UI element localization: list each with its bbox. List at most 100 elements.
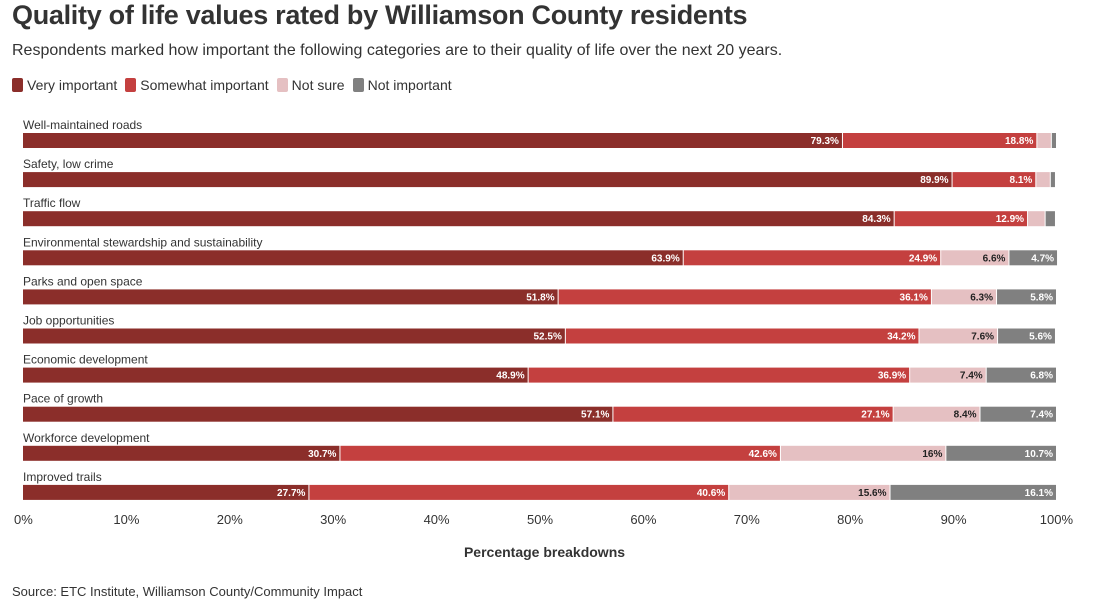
category-label-parks-and-open-space: Parks and open space (23, 274, 143, 288)
data-label-somewhat-important-economic-development: 36.9% (878, 371, 906, 382)
data-label-somewhat-important-traffic-flow: 12.9% (996, 214, 1024, 225)
bar-segment-not-important-traffic-flow (1045, 211, 1055, 227)
bar-segment-very-important-traffic-flow (23, 211, 894, 227)
data-label-somewhat-important-pace-of-growth: 27.1% (861, 410, 889, 421)
data-label-somewhat-important-safety-low-crime: 8.1% (1010, 175, 1033, 186)
bar-segment-not-sure-safety-low-crime (1036, 172, 1050, 188)
data-label-not-sure-environmental-stewardship-and-sustainability: 6.6% (983, 253, 1006, 264)
category-label-improved-trails: Improved trails (23, 470, 102, 484)
data-label-somewhat-important-well-maintained-roads: 18.8% (1005, 136, 1033, 147)
data-label-not-important-improved-trails: 16.1% (1025, 488, 1053, 499)
category-label-traffic-flow: Traffic flow (23, 196, 81, 210)
bar-segment-very-important-well-maintained-roads (23, 133, 842, 148)
data-label-not-sure-pace-of-growth: 8.4% (954, 410, 977, 421)
data-label-not-important-workforce-development: 10.7% (1025, 449, 1053, 460)
x-tick-label-10: 100% (1040, 512, 1074, 527)
bar-segment-not-important-improved-trails (890, 484, 1056, 500)
bar-segment-not-sure-traffic-flow (1028, 211, 1045, 227)
x-axis-label: Percentage breakdowns (463, 544, 626, 560)
legend-label-not-sure: Not sure (291, 77, 345, 93)
data-label-very-important-environmental-stewardship-and-sustainability: 63.9% (651, 253, 679, 264)
legend-item-not-sure: Not sure (276, 77, 345, 93)
chart-title: Quality of life values rated by Williams… (12, 0, 748, 30)
bar-segment-somewhat-important-well-maintained-roads (842, 133, 1037, 148)
legend-swatch-somewhat-important (125, 78, 137, 92)
bar-segment-somewhat-important-improved-trails (309, 484, 729, 500)
data-label-very-important-workforce-development: 30.7% (308, 449, 336, 460)
x-tick-label-4: 40% (424, 512, 450, 527)
x-tick-label-7: 70% (734, 512, 760, 527)
data-label-not-sure-job-opportunities: 7.6% (971, 332, 994, 343)
legend: Very important Somewhat important Not su… (12, 77, 460, 93)
bar-segment-very-important-economic-development (23, 367, 528, 383)
category-label-safety-low-crime: Safety, low crime (23, 157, 114, 171)
x-tick-label-5: 50% (527, 512, 553, 527)
bar-segment-very-important-improved-trails (23, 484, 309, 500)
legend-item-very-important: Very important (12, 77, 117, 93)
x-tick-label-2: 20% (217, 512, 243, 527)
bar-segment-not-sure-economic-development (910, 367, 986, 383)
bar-segment-somewhat-important-traffic-flow (894, 211, 1028, 227)
x-tick-label-9: 90% (941, 512, 967, 527)
bar-segment-not-important-parks-and-open-space (997, 289, 1056, 305)
data-label-somewhat-important-workforce-development: 42.6% (749, 449, 777, 460)
data-label-very-important-well-maintained-roads: 79.3% (811, 136, 839, 147)
data-label-not-important-parks-and-open-space: 5.8% (1030, 292, 1053, 303)
bar-segment-somewhat-important-job-opportunities (565, 328, 919, 344)
bar-segment-not-important-economic-development (986, 367, 1056, 383)
legend-label-somewhat-important: Somewhat important (140, 77, 269, 93)
bar-segment-very-important-workforce-development (23, 445, 340, 461)
legend-label-very-important: Very important (27, 77, 118, 93)
bar-segment-not-sure-workforce-development (780, 445, 946, 461)
legend-item-somewhat-important: Somewhat important (125, 77, 269, 93)
x-tick-label-3: 30% (320, 512, 346, 527)
x-tick-label-6: 60% (630, 512, 656, 527)
x-tick-label-0: 0% (14, 512, 33, 527)
bar-segment-not-sure-improved-trails (729, 484, 890, 500)
bar-segment-very-important-environmental-stewardship-and-sustainability (23, 250, 683, 266)
bar-segment-not-sure-job-opportunities (919, 328, 998, 344)
bar-segment-somewhat-important-environmental-stewardship-and-sustainability (683, 250, 941, 266)
bar-segment-not-important-safety-low-crime (1050, 172, 1055, 188)
legend-label-not-important: Not important (367, 77, 452, 93)
data-label-not-sure-workforce-development: 16% (922, 449, 942, 460)
data-label-not-important-environmental-stewardship-and-sustainability: 4.7% (1031, 253, 1054, 264)
bar-segment-very-important-job-opportunities (23, 328, 565, 344)
data-label-not-important-job-opportunities: 5.6% (1029, 332, 1052, 343)
data-label-very-important-pace-of-growth: 57.1% (581, 410, 609, 421)
bar-segment-not-important-workforce-development (946, 445, 1056, 461)
category-label-job-opportunities: Job opportunities (23, 314, 114, 328)
chart-subtitle: Respondents marked how important the fol… (12, 42, 783, 59)
bar-segment-not-sure-well-maintained-roads (1037, 133, 1051, 148)
bar-segment-very-important-parks-and-open-space (23, 289, 558, 305)
bar-segment-somewhat-important-economic-development (528, 367, 910, 383)
bar-segment-not-important-environmental-stewardship-and-sustainability (1009, 250, 1058, 266)
data-label-not-sure-economic-development: 7.4% (960, 371, 983, 382)
data-label-very-important-economic-development: 48.9% (496, 371, 524, 382)
bar-segment-not-important-job-opportunities (998, 328, 1055, 344)
bar-segment-not-sure-pace-of-growth (893, 406, 980, 422)
data-label-somewhat-important-parks-and-open-space: 36.1% (900, 292, 928, 303)
legend-swatch-not-important (352, 78, 364, 92)
data-label-very-important-job-opportunities: 52.5% (533, 332, 561, 343)
category-label-environmental-stewardship-and-sustainability: Environmental stewardship and sustainabi… (23, 235, 262, 249)
legend-swatch-very-important (12, 78, 23, 92)
legend-swatch-not-sure (276, 78, 288, 92)
data-label-somewhat-important-environmental-stewardship-and-sustainability: 24.9% (909, 253, 937, 264)
bar-segment-not-sure-environmental-stewardship-and-sustainability (941, 250, 1009, 266)
bar-segment-not-important-well-maintained-roads (1051, 133, 1056, 148)
data-label-not-sure-parks-and-open-space: 6.3% (970, 292, 993, 303)
bar-segment-very-important-pace-of-growth (23, 406, 613, 422)
legend-item-not-important: Not important (352, 77, 452, 93)
bar-segment-somewhat-important-pace-of-growth (613, 406, 893, 422)
category-label-workforce-development: Workforce development (23, 431, 150, 445)
bar-segment-somewhat-important-parks-and-open-space (558, 289, 931, 305)
x-tick-label-1: 10% (113, 512, 139, 527)
x-tick-label-8: 80% (837, 512, 863, 527)
data-label-very-important-improved-trails: 27.7% (277, 488, 305, 499)
bar-segment-not-important-pace-of-growth (980, 406, 1056, 422)
data-label-very-important-traffic-flow: 84.3% (862, 214, 890, 225)
data-label-very-important-safety-low-crime: 89.9% (920, 175, 948, 186)
bar-segment-very-important-safety-low-crime (23, 172, 952, 188)
category-label-well-maintained-roads: Well-maintained roads (23, 118, 142, 132)
